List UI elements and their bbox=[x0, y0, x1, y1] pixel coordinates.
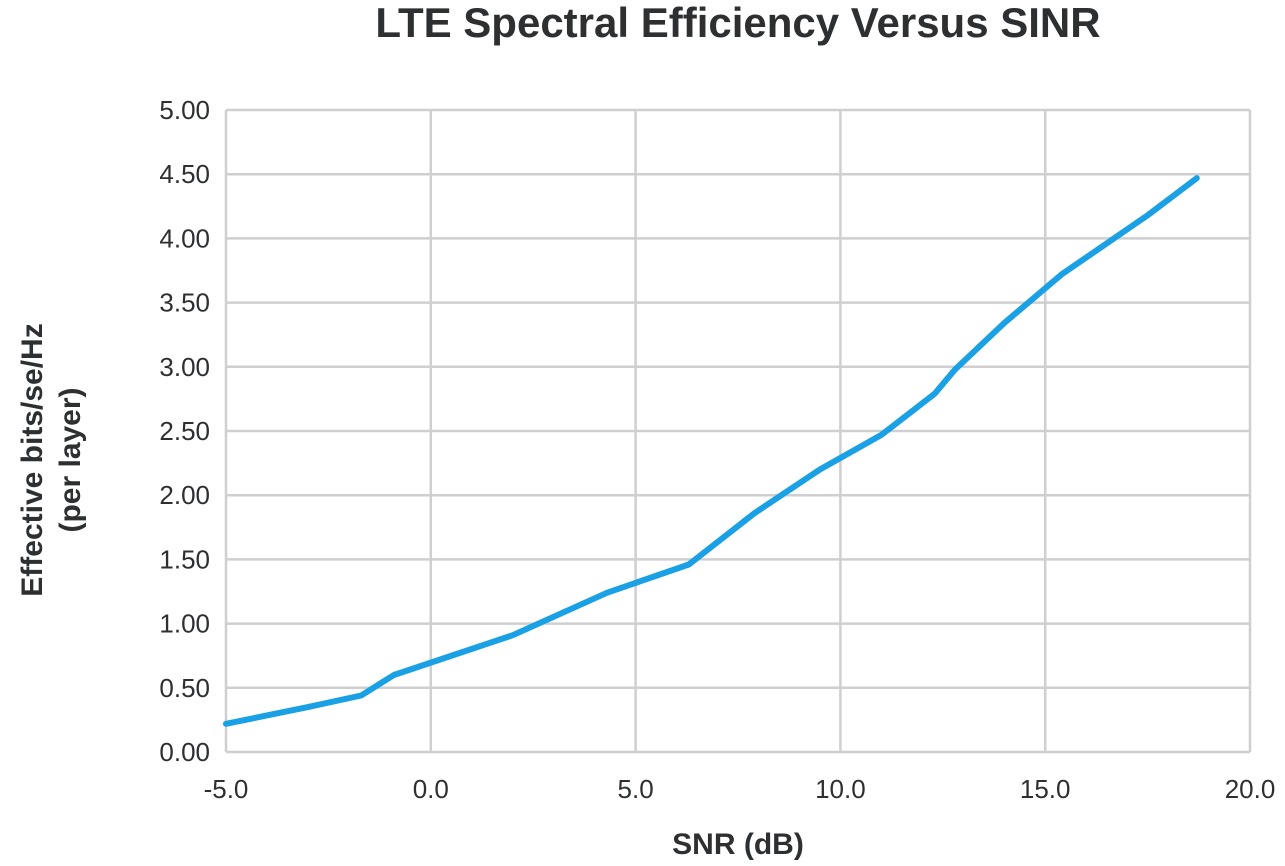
y-gridlines bbox=[226, 108, 1250, 754]
x-axis-label: SNR (dB) bbox=[672, 828, 804, 861]
y-tick-label: 1.50 bbox=[159, 544, 210, 574]
y-axis-label-line-2: (per layer) bbox=[54, 387, 87, 532]
x-tick-label: 20.0 bbox=[1225, 774, 1276, 804]
y-tick-label: 4.50 bbox=[159, 159, 210, 189]
x-tick-label: 15.0 bbox=[1020, 774, 1071, 804]
x-tick-label: 0.0 bbox=[413, 774, 449, 804]
x-tick-label: 5.0 bbox=[618, 774, 654, 804]
y-tick-label: 2.50 bbox=[159, 416, 210, 446]
y-axis-label: Effective bits/se/Hz (per layer) bbox=[16, 323, 87, 596]
y-tick-label: 1.00 bbox=[159, 609, 210, 639]
y-axis-label-line-1: Effective bits/se/Hz bbox=[16, 323, 49, 596]
chart-title: LTE Spectral Efficiency Versus SINR bbox=[375, 0, 1100, 46]
series-line-lte bbox=[223, 175, 1200, 727]
y-tick-label: 5.00 bbox=[159, 95, 210, 125]
y-tick-label: 3.50 bbox=[159, 288, 210, 318]
y-tick-label: 4.00 bbox=[159, 223, 210, 253]
y-tick-label: 3.00 bbox=[159, 352, 210, 382]
x-tick-label: 10.0 bbox=[815, 774, 866, 804]
y-tick-labels: 0.00 0.50 1.00 1.50 2.00 2.50 3.00 3.50 4.00 4.50… bbox=[159, 95, 210, 767]
series-group bbox=[223, 175, 1200, 727]
x-gridlines bbox=[224, 110, 1252, 752]
y-tick-label: 0.00 bbox=[159, 737, 210, 767]
y-tick-label: 2.00 bbox=[159, 480, 210, 510]
x-tick-label: -5.0 bbox=[204, 774, 249, 804]
x-tick-labels: -5.0 0.0 5.0 10.0 15.0 20.0 bbox=[204, 774, 1276, 804]
y-tick-label: 0.50 bbox=[159, 673, 210, 703]
